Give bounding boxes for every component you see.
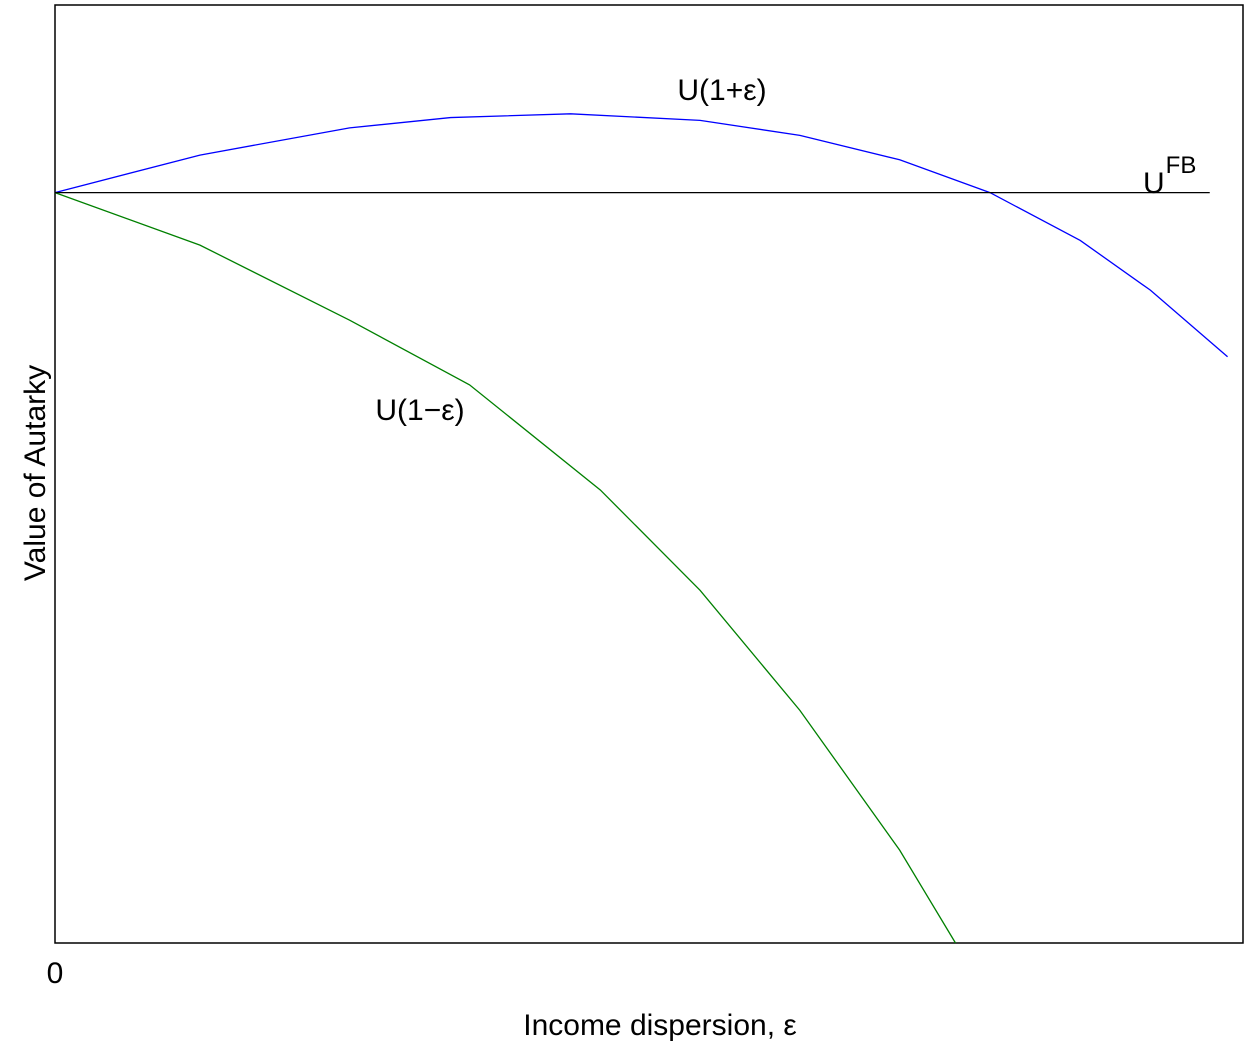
curve-label-superscript: FB [1166, 152, 1197, 179]
y-axis-label: Value of Autarky [19, 365, 52, 581]
curve-label: U(1−ε) [375, 394, 464, 427]
curve-label: U [1143, 167, 1165, 200]
curve-label: U(1+ε) [677, 74, 766, 107]
plot-frame [54, 4, 1244, 944]
x-axis-label: Income dispersion, ε [523, 1009, 797, 1042]
series-line [54, 191, 957, 944]
series-line [54, 113, 1228, 358]
x-tick-label: 0 [47, 957, 64, 990]
